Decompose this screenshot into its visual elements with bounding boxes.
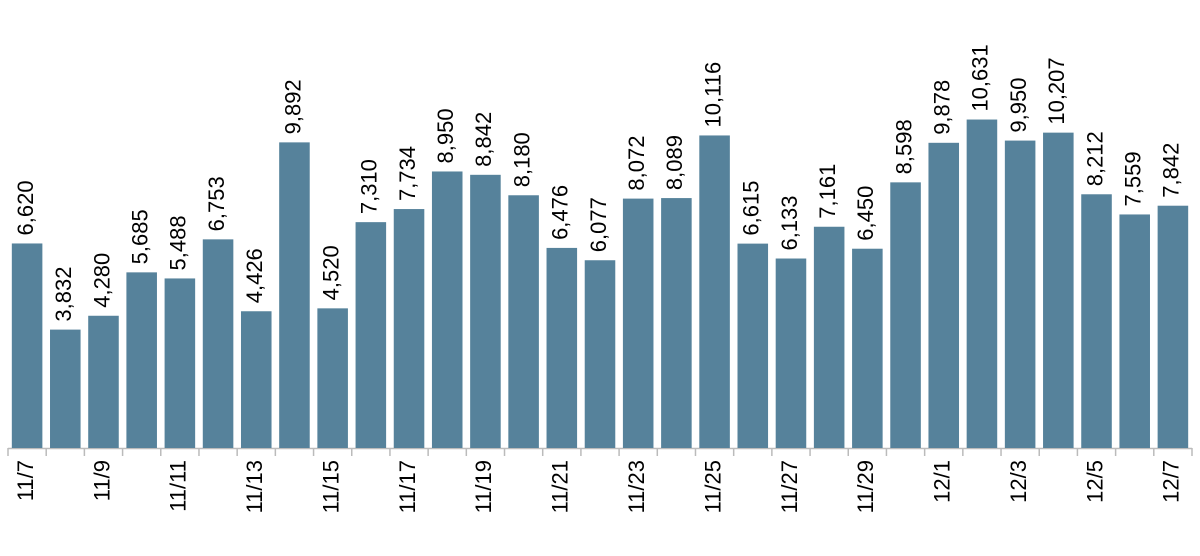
bar	[164, 278, 196, 448]
bar	[622, 198, 654, 448]
value-label: 9,950	[1006, 78, 1031, 133]
value-label: 10,116	[700, 62, 725, 128]
value-label: 6,450	[853, 186, 878, 241]
bar	[699, 135, 730, 448]
bar	[279, 142, 310, 448]
x-tick-label: 11/23	[624, 460, 649, 513]
bar	[661, 198, 692, 448]
value-label: 8,598	[891, 119, 916, 174]
bar	[890, 182, 921, 449]
bar	[775, 258, 807, 448]
bar	[508, 195, 539, 448]
bar	[50, 329, 81, 448]
bar	[852, 248, 883, 448]
x-tick-label: 11/17	[395, 460, 420, 513]
bar	[126, 272, 157, 448]
value-label: 5,488	[166, 215, 191, 270]
bar	[88, 315, 119, 448]
value-label: 6,620	[13, 180, 38, 235]
value-label: 4,520	[318, 245, 343, 300]
value-label: 6,615	[739, 181, 764, 236]
value-label: 7,161	[815, 164, 840, 219]
bar	[202, 239, 234, 448]
value-label: 4,280	[89, 253, 114, 308]
value-label: 8,089	[662, 135, 687, 190]
value-label: 8,212	[1082, 131, 1107, 186]
value-label: 9,892	[280, 79, 305, 134]
value-label: 5,685	[127, 209, 152, 264]
value-label: 6,476	[548, 185, 573, 240]
value-label: 6,077	[586, 197, 611, 252]
value-label: 9,878	[930, 80, 955, 135]
x-tick-label: 12/1	[930, 460, 955, 503]
bar	[431, 171, 463, 448]
x-tick-label: 12/3	[1006, 460, 1031, 503]
x-tick-label: 12/5	[1082, 460, 1107, 503]
x-tick-label: 11/25	[700, 460, 725, 513]
bar	[1157, 205, 1189, 448]
x-tick-label: 11/19	[471, 460, 496, 513]
bar	[1004, 140, 1036, 448]
x-tick-label: 11/15	[318, 460, 343, 513]
value-label: 8,180	[509, 132, 534, 187]
bar	[584, 260, 616, 448]
bar	[1043, 132, 1074, 448]
bar	[11, 243, 43, 448]
bar	[1081, 194, 1112, 448]
x-tick-label: 11/29	[853, 460, 878, 513]
value-label: 8,950	[433, 108, 458, 163]
x-tick-label: 11/7	[13, 460, 38, 501]
value-label: 7,842	[1159, 143, 1184, 198]
bar	[393, 209, 425, 448]
x-tick-label: 11/9	[89, 460, 114, 501]
x-tick-label: 11/11	[166, 460, 191, 512]
value-label: 7,559	[1121, 151, 1146, 206]
x-tick-label: 11/13	[242, 460, 267, 513]
value-label: 6,133	[777, 195, 802, 250]
x-tick-label: 12/7	[1159, 460, 1184, 503]
bar	[355, 222, 387, 448]
value-label: 10,207	[1044, 57, 1069, 124]
value-label: 6,753	[204, 176, 229, 231]
bar	[317, 308, 348, 448]
x-tick-label: 11/21	[548, 460, 573, 513]
value-label: 10,631	[968, 44, 993, 111]
bar	[546, 247, 578, 448]
bar	[966, 119, 998, 448]
value-label: 3,832	[51, 267, 76, 322]
value-label: 4,426	[242, 248, 267, 303]
value-label: 7,310	[357, 159, 382, 214]
bar	[928, 142, 960, 448]
bar	[240, 311, 272, 448]
bar	[813, 226, 845, 448]
value-label: 8,842	[471, 112, 496, 167]
value-label: 7,734	[395, 146, 420, 201]
bar	[470, 174, 501, 448]
value-label: 8,072	[624, 136, 649, 191]
bar	[737, 243, 769, 448]
x-tick-label: 11/27	[777, 460, 802, 513]
bar	[1119, 214, 1150, 448]
